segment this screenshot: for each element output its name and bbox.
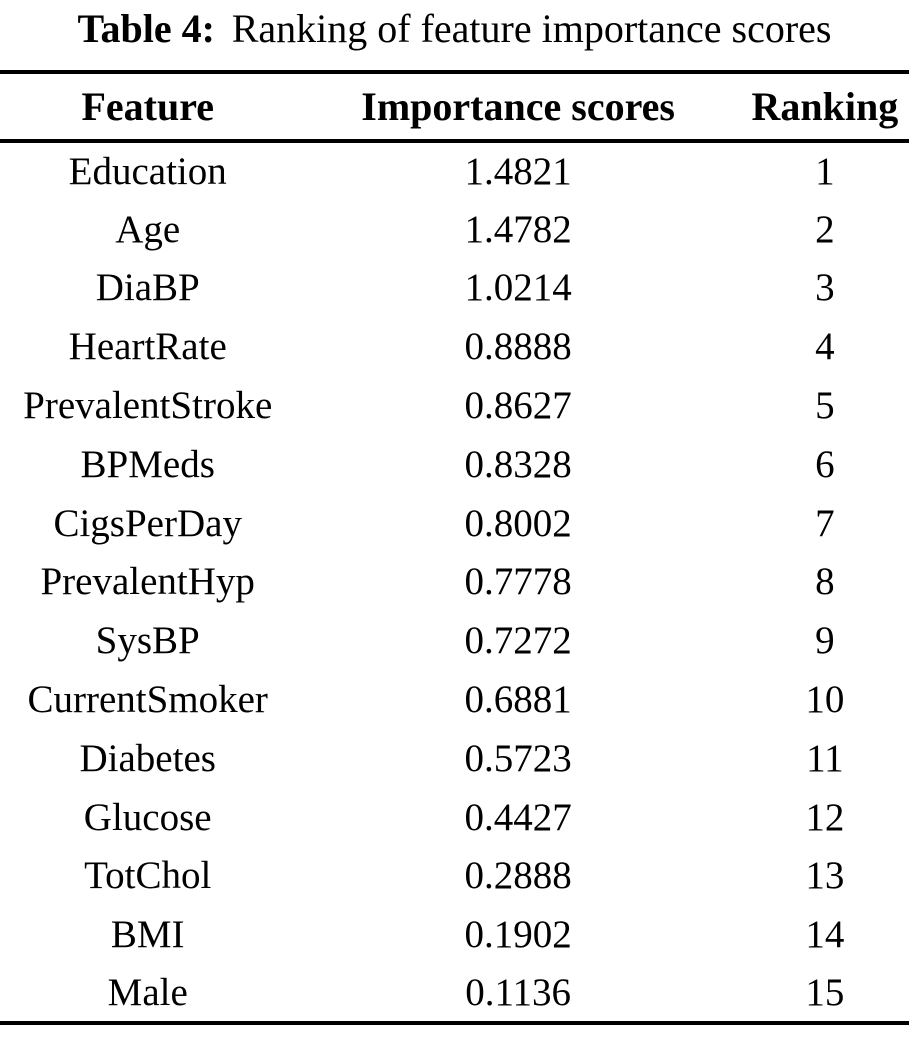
column-header-importance-scores: Importance scores <box>295 72 741 143</box>
feature-cell: Age <box>115 207 181 251</box>
feature-cell: HeartRate <box>68 325 227 369</box>
table-row: DiaBP 1.0214 3 <box>0 259 909 318</box>
ranking-cell: 7 <box>815 501 835 545</box>
table-row: Age 1.4782 2 <box>0 200 909 259</box>
ranking-cell: 5 <box>815 384 835 428</box>
score-cell: 0.1136 <box>465 971 572 1015</box>
table-row: PrevalentStroke 0.8627 5 <box>0 376 909 435</box>
column-header-ranking: Ranking <box>740 72 909 143</box>
feature-cell: TotChol <box>84 854 212 898</box>
feature-cell: Diabetes <box>79 736 216 780</box>
table-row: PrevalentHyp 0.7778 8 <box>0 553 909 612</box>
score-cell: 0.6881 <box>464 678 572 722</box>
ranking-cell: 3 <box>815 266 835 310</box>
feature-cell: BMI <box>110 913 185 957</box>
table-row: HeartRate 0.8888 4 <box>0 317 909 376</box>
table-row: BPMeds 0.8328 6 <box>0 435 909 494</box>
ranking-cell: 10 <box>805 678 845 722</box>
ranking-cell: 12 <box>805 795 845 839</box>
feature-cell: CurrentSmoker <box>27 678 268 722</box>
score-cell: 0.7778 <box>464 560 572 604</box>
table-body: Education 1.4821 1 Age 1.4782 2 DiaBP 1.0214 3 He… <box>0 141 909 1023</box>
table-caption: Table 4: Ranking of feature importance sc… <box>0 0 909 70</box>
table-row: Diabetes 0.5723 11 <box>0 729 909 788</box>
feature-cell: Education <box>68 149 227 193</box>
feature-cell: Glucose <box>83 795 212 839</box>
ranking-cell: 13 <box>805 854 845 898</box>
feature-cell: CigsPerDay <box>53 501 242 545</box>
score-cell: 0.4427 <box>464 795 572 839</box>
ranking-cell: 4 <box>815 325 835 369</box>
feature-cell: PrevalentStroke <box>23 384 273 428</box>
feature-cell: BPMeds <box>80 442 215 486</box>
table-row: Male 0.1136 15 <box>0 964 909 1023</box>
table-caption-label: Table 4: <box>77 6 215 51</box>
table-row: SysBP 0.7272 9 <box>0 611 909 670</box>
table-row: CigsPerDay 0.8002 7 <box>0 494 909 553</box>
table-row: CurrentSmoker 0.6881 10 <box>0 670 909 729</box>
score-cell: 0.8328 <box>464 442 572 486</box>
table-header: Feature Importance scores Ranking <box>0 72 909 143</box>
score-cell: 0.1902 <box>464 913 572 957</box>
table-caption-text: Ranking of feature importance scores <box>231 6 832 51</box>
ranking-cell: 11 <box>806 736 844 780</box>
score-cell: 0.5723 <box>464 736 572 780</box>
feature-cell: Male <box>107 971 188 1015</box>
ranking-cell: 6 <box>815 442 835 486</box>
feature-importance-table: Feature Importance scores Ranking Educat… <box>0 70 909 1025</box>
table-row: BMI 0.1902 14 <box>0 905 909 964</box>
table-row: TotChol 0.2888 13 <box>0 847 909 906</box>
score-cell: 0.8888 <box>464 325 572 369</box>
feature-cell: DiaBP <box>95 266 200 310</box>
ranking-cell: 9 <box>815 619 835 663</box>
table-header-row: Feature Importance scores Ranking <box>0 72 909 143</box>
score-cell: 0.8627 <box>464 384 572 428</box>
score-cell: 1.4821 <box>464 149 572 193</box>
column-header-feature: Feature <box>0 72 296 143</box>
score-cell: 0.2888 <box>464 854 572 898</box>
ranking-cell: 15 <box>805 971 845 1015</box>
feature-cell: SysBP <box>95 619 200 663</box>
ranking-cell: 14 <box>805 913 845 957</box>
feature-cell: PrevalentHyp <box>40 560 255 604</box>
ranking-cell: 1 <box>815 149 835 193</box>
score-cell: 1.0214 <box>464 266 572 310</box>
table-row: Glucose 0.4427 12 <box>0 788 909 847</box>
score-cell: 1.4782 <box>464 207 572 251</box>
ranking-cell: 8 <box>815 560 835 604</box>
score-cell: 0.8002 <box>464 501 572 545</box>
table-row: Education 1.4821 1 <box>0 141 909 200</box>
score-cell: 0.7272 <box>464 619 572 663</box>
ranking-cell: 2 <box>815 207 835 251</box>
